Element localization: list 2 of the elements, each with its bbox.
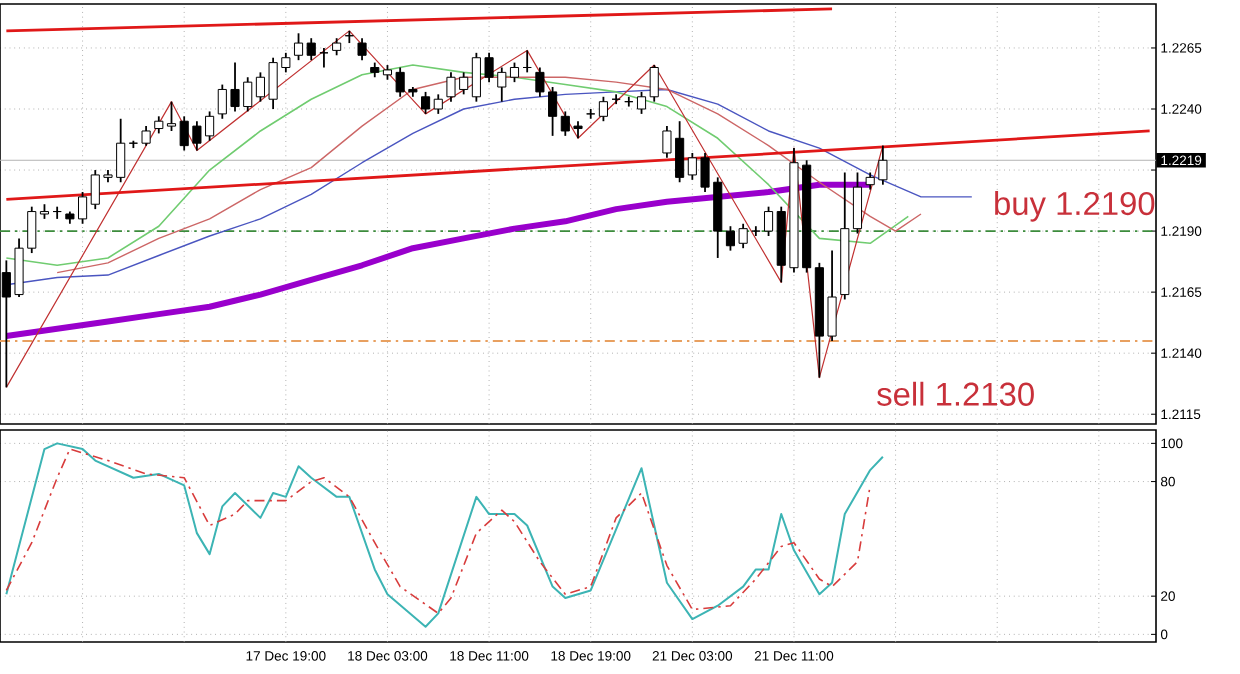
- annotation: sell 1.2130: [877, 381, 1034, 406]
- annotation: buy 1.2190: [995, 191, 1155, 222]
